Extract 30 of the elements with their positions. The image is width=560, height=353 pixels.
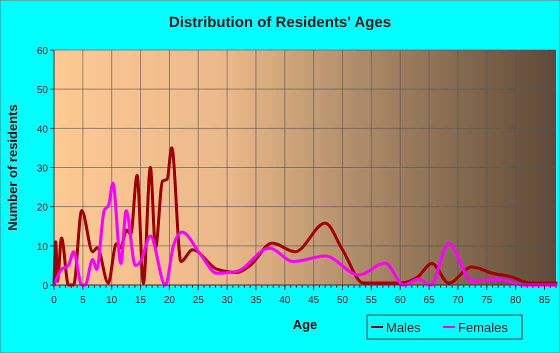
x-tick-label: 45 xyxy=(308,295,320,306)
legend-label: Females xyxy=(458,320,508,335)
x-tick-label: 35 xyxy=(250,295,262,306)
x-tick-label: 55 xyxy=(366,295,378,306)
y-tick-label: 10 xyxy=(36,242,48,253)
x-tick-label: 20 xyxy=(164,295,176,306)
x-tick-label: 15 xyxy=(134,295,147,306)
x-tick-label: 65 xyxy=(423,295,436,306)
x-tick-label: 30 xyxy=(222,295,234,306)
chart-title: Distribution of Residents' Ages xyxy=(168,14,392,31)
x-tick-label: 0 xyxy=(51,295,58,306)
y-axis-title: Number of residents xyxy=(5,104,20,231)
x-tick-label: 25 xyxy=(192,295,204,306)
x-tick-label: 40 xyxy=(279,295,291,306)
x-tick-label: 10 xyxy=(106,295,118,306)
y-tick-label: 40 xyxy=(36,124,48,136)
y-tick-label: 0 xyxy=(42,281,48,292)
x-tick-label: 75 xyxy=(481,295,493,306)
x-tick-label: 60 xyxy=(394,295,406,306)
y-tick-label: 20 xyxy=(36,202,48,214)
y-tick-label: 30 xyxy=(36,164,48,174)
y-tick-label: 50 xyxy=(36,85,48,96)
x-tick-label: 80 xyxy=(510,295,522,306)
x-tick-label: 70 xyxy=(452,295,464,306)
legend-label: Males xyxy=(386,320,422,335)
x-tick-label: 5 xyxy=(80,295,86,306)
x-tick-label: 50 xyxy=(336,295,349,306)
y-tick-label: 60 xyxy=(36,46,48,57)
x-axis-title: Age xyxy=(292,317,318,332)
x-tick-label: 85 xyxy=(538,295,550,306)
